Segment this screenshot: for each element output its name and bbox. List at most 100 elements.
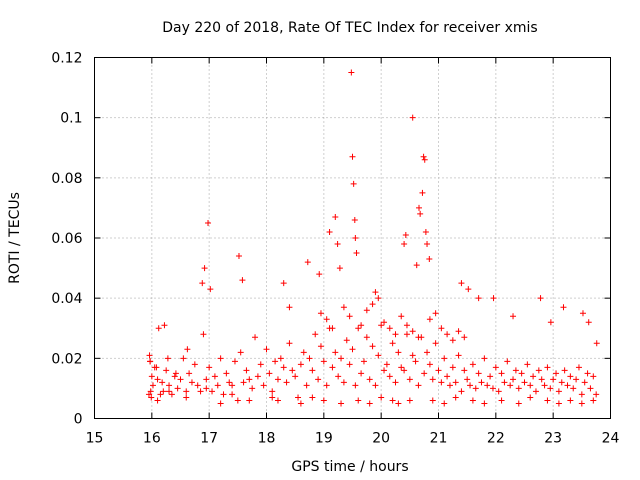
data-point	[567, 397, 574, 404]
data-point	[286, 304, 293, 311]
data-point	[194, 382, 201, 389]
data-point	[406, 376, 413, 383]
data-point	[412, 358, 419, 365]
data-point	[461, 367, 468, 374]
data-point	[283, 379, 290, 386]
data-point	[498, 370, 505, 377]
y-axis-label: ROTI / TECUs	[7, 192, 23, 284]
data-point	[417, 210, 424, 217]
data-point	[421, 370, 428, 377]
data-point	[403, 322, 410, 329]
data-point	[171, 373, 178, 380]
data-point	[375, 352, 382, 359]
y-tick-label: 0.1	[60, 111, 82, 127]
data-point	[200, 331, 207, 338]
data-point	[403, 331, 410, 338]
data-point	[366, 376, 373, 383]
data-point	[369, 343, 376, 350]
data-point	[326, 228, 333, 235]
data-point	[555, 388, 562, 395]
data-point	[501, 379, 508, 386]
data-point	[510, 313, 517, 320]
data-point	[292, 373, 299, 380]
data-point	[348, 69, 355, 76]
data-point	[199, 280, 206, 287]
data-point	[421, 156, 428, 163]
data-point	[489, 385, 496, 392]
data-point	[338, 355, 345, 362]
data-point	[510, 376, 517, 383]
data-point	[257, 361, 264, 368]
data-point	[416, 204, 423, 211]
data-point	[441, 400, 448, 407]
data-point	[424, 241, 431, 248]
data-point	[211, 373, 218, 380]
data-point	[336, 265, 343, 272]
data-point	[512, 367, 519, 374]
data-point	[432, 340, 439, 347]
data-point	[398, 313, 405, 320]
data-point	[145, 391, 152, 398]
data-point	[532, 388, 539, 395]
data-point	[323, 382, 330, 389]
data-point	[381, 319, 388, 326]
data-point	[346, 361, 353, 368]
data-point	[560, 304, 567, 311]
y-tick-label: 0.06	[51, 231, 82, 247]
data-point	[395, 349, 402, 356]
y-tick-label: 0.04	[51, 291, 82, 307]
data-point	[280, 364, 287, 371]
data-point	[585, 319, 592, 326]
data-point	[426, 256, 433, 263]
data-point	[164, 355, 171, 362]
data-point	[593, 391, 600, 398]
data-point	[332, 349, 339, 356]
data-point	[452, 394, 459, 401]
data-point	[458, 388, 465, 395]
data-point	[329, 364, 336, 371]
data-point	[351, 216, 358, 223]
data-point	[147, 358, 154, 365]
data-point	[316, 271, 323, 278]
data-point	[234, 397, 241, 404]
data-point	[231, 358, 238, 365]
data-point	[332, 213, 339, 220]
data-point	[349, 153, 356, 160]
data-point	[409, 328, 416, 335]
data-point	[295, 394, 302, 401]
data-point	[254, 373, 261, 380]
data-point	[481, 355, 488, 362]
data-point	[340, 304, 347, 311]
data-point	[206, 364, 213, 371]
data-point	[317, 343, 324, 350]
data-point	[355, 397, 362, 404]
data-point	[490, 295, 497, 302]
data-point	[363, 307, 370, 314]
data-point	[375, 295, 382, 302]
data-point	[217, 355, 224, 362]
data-point	[441, 355, 448, 362]
data-point	[323, 316, 330, 323]
data-point	[166, 382, 173, 389]
data-point	[146, 352, 153, 359]
data-point	[274, 376, 281, 383]
data-point	[229, 391, 236, 398]
data-point	[334, 241, 341, 248]
data-point	[155, 325, 162, 332]
data-point	[172, 370, 179, 377]
data-point	[544, 364, 551, 371]
x-tick-label: 18	[258, 431, 276, 447]
data-points	[145, 69, 600, 407]
data-point	[372, 289, 379, 296]
data-point	[201, 265, 208, 272]
data-point	[320, 358, 327, 365]
data-point	[355, 325, 362, 332]
data-point	[297, 400, 304, 407]
data-point	[183, 388, 190, 395]
data-point	[249, 385, 256, 392]
data-point	[272, 358, 279, 365]
data-point	[338, 400, 345, 407]
x-axis-label: GPS time / hours	[291, 459, 408, 475]
data-point	[578, 391, 585, 398]
data-point	[243, 367, 250, 374]
